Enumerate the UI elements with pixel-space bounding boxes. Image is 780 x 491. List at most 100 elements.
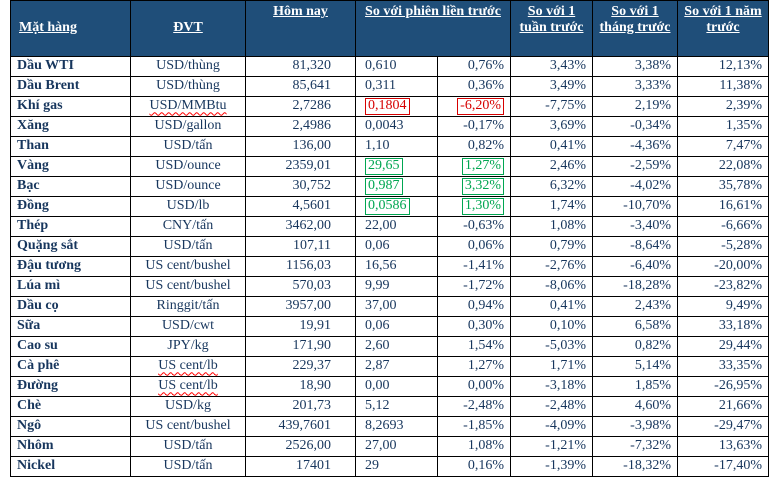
cell-today: 19,91: [245, 316, 356, 337]
cell-unit: USD/thùng: [130, 56, 246, 77]
cell-vs-year: -5,28%: [677, 236, 769, 257]
cell-unit: US cent/bushel: [130, 276, 246, 297]
cell-change: 0,987: [355, 176, 438, 197]
table-row: Ngô US cent/bushel 439,7601 8,2693 -1,85% -4,…: [10, 416, 769, 437]
header-vs-prev-session: So với phiên liền trước: [355, 0, 511, 57]
cell-commodity: Thép: [10, 216, 131, 237]
cell-commodity: Cao su: [10, 336, 131, 357]
cell-vs-month: -4,36%: [592, 136, 678, 157]
table-row: Khí gas USD/MMBtu 2,7286 0,1804 -6,20% -7,75%…: [10, 96, 769, 117]
header-commodity: Mặt hàng: [10, 0, 131, 57]
cell-commodity: Lúa mì: [10, 276, 131, 297]
cell-commodity: Sữa: [10, 316, 131, 337]
cell-change: 16,56: [355, 256, 438, 277]
cell-vs-week: 2,46%: [510, 156, 593, 177]
cell-change: 5,12: [355, 396, 438, 417]
table-row: Chè USD/kg 201,73 5,12 -2,48% -2,48% 4,60% 21,6…: [10, 396, 769, 417]
cell-vs-month: 2,43%: [592, 296, 678, 317]
cell-vs-month: 6,58%: [592, 316, 678, 337]
cell-unit: USD/tấn: [130, 456, 246, 477]
header-today: Hôm nay: [245, 0, 356, 57]
cell-vs-year: 35,78%: [677, 176, 769, 197]
cell-change: 0,06: [355, 236, 438, 257]
cell-today: 2,4986: [245, 116, 356, 137]
cell-unit: USD/ounce: [130, 176, 246, 197]
cell-commodity: Ngô: [10, 416, 131, 437]
cell-vs-week: -2,76%: [510, 256, 593, 277]
cell-vs-month: -18,32%: [592, 456, 678, 477]
cell-unit: USD/kg: [130, 396, 246, 417]
cell-change: 0,06: [355, 316, 438, 337]
cell-today: 18,90: [245, 376, 356, 397]
cell-vs-year: -20,00%: [677, 256, 769, 277]
cell-today: 81,320: [245, 56, 356, 77]
cell-vs-week: -8,06%: [510, 276, 593, 297]
cell-change-pct: -2,48%: [437, 396, 511, 417]
cell-change: 9,99: [355, 276, 438, 297]
cell-vs-year: -23,82%: [677, 276, 769, 297]
cell-commodity: Nhôm: [10, 436, 131, 457]
cell-vs-week: 0,41%: [510, 136, 593, 157]
cell-vs-year: 9,49%: [677, 296, 769, 317]
cell-vs-year: 16,61%: [677, 196, 769, 217]
cell-change: 29: [355, 456, 438, 477]
cell-unit: Ringgit/tấn: [130, 296, 246, 317]
negative-value: -6,20%: [457, 98, 504, 115]
header-row: Mặt hàng ĐVT Hôm nay So với phiên liền t…: [10, 0, 769, 57]
cell-commodity: Khí gas: [10, 96, 131, 117]
cell-change: 0,0586: [355, 196, 438, 217]
cell-change: 2,60: [355, 336, 438, 357]
cell-vs-week: 1,08%: [510, 216, 593, 237]
cell-vs-month: 3,33%: [592, 76, 678, 97]
table-row: Quặng sắt USD/tấn 107,11 0,06 0,06% 0,79% -8,6…: [10, 236, 769, 257]
cell-commodity: Bạc: [10, 176, 131, 197]
table-body: Dầu WTI USD/thùng 81,320 0,610 0,76% 3,43% 3,3…: [10, 56, 769, 477]
cell-change-pct: -1,72%: [437, 276, 511, 297]
cell-vs-week: -5,03%: [510, 336, 593, 357]
cell-vs-month: -3,40%: [592, 216, 678, 237]
table-row: Sữa USD/cwt 19,91 0,06 0,30% 0,10% 6,58% 33,18%: [10, 316, 769, 337]
cell-vs-week: -2,48%: [510, 396, 593, 417]
cell-vs-month: -6,40%: [592, 256, 678, 277]
cell-unit: USD/lb: [130, 196, 246, 217]
cell-vs-week: -3,18%: [510, 376, 593, 397]
cell-vs-year: -26,95%: [677, 376, 769, 397]
cell-unit: JPY/kg: [130, 336, 246, 357]
cell-change-pct: 0,94%: [437, 296, 511, 317]
cell-change-pct: 0,06%: [437, 236, 511, 257]
cell-today: 229,37: [245, 356, 356, 377]
cell-commodity: Dầu Brent: [10, 76, 131, 97]
cell-unit: USD/ounce: [130, 156, 246, 177]
cell-vs-week: 3,49%: [510, 76, 593, 97]
cell-commodity: Dầu cọ: [10, 296, 131, 317]
cell-change-pct: 0,16%: [437, 456, 511, 477]
cell-change-pct: 3,32%: [437, 176, 511, 197]
cell-unit: USD/tấn: [130, 436, 246, 457]
positive-value: 29,65: [365, 158, 403, 175]
cell-vs-month: 0,82%: [592, 336, 678, 357]
cell-unit: USD/tấn: [130, 236, 246, 257]
cell-vs-year: 22,08%: [677, 156, 769, 177]
cell-change: 1,10: [355, 136, 438, 157]
cell-unit: US cent/lb: [130, 356, 246, 377]
cell-vs-week: 0,79%: [510, 236, 593, 257]
cell-vs-year: -6,66%: [677, 216, 769, 237]
cell-vs-week: 1,74%: [510, 196, 593, 217]
table-row: Nhôm USD/tấn 2526,00 27,00 1,08% -1,21% -7,32%…: [10, 436, 769, 457]
cell-change: 0,610: [355, 56, 438, 77]
table-row: Cà phê US cent/lb 229,37 2,87 1,27% 1,71% 5,14…: [10, 356, 769, 377]
cell-vs-year: -29,47%: [677, 416, 769, 437]
cell-vs-month: -3,98%: [592, 416, 678, 437]
cell-commodity: Chè: [10, 396, 131, 417]
cell-today: 2359,01: [245, 156, 356, 177]
table-row: Dầu cọ Ringgit/tấn 3957,00 37,00 0,94% 0,41% 2…: [10, 296, 769, 317]
header-unit: ĐVT: [130, 0, 246, 57]
cell-vs-month: 4,60%: [592, 396, 678, 417]
cell-today: 201,73: [245, 396, 356, 417]
cell-vs-month: -7,32%: [592, 436, 678, 457]
cell-change: 37,00: [355, 296, 438, 317]
cell-change-pct: 1,08%: [437, 436, 511, 457]
table-row: Đồng USD/lb 4,5601 0,0586 1,30% 1,74% -10,70% 1…: [10, 196, 769, 217]
cell-change-pct: -1,41%: [437, 256, 511, 277]
cell-unit: USD/tấn: [130, 136, 246, 157]
